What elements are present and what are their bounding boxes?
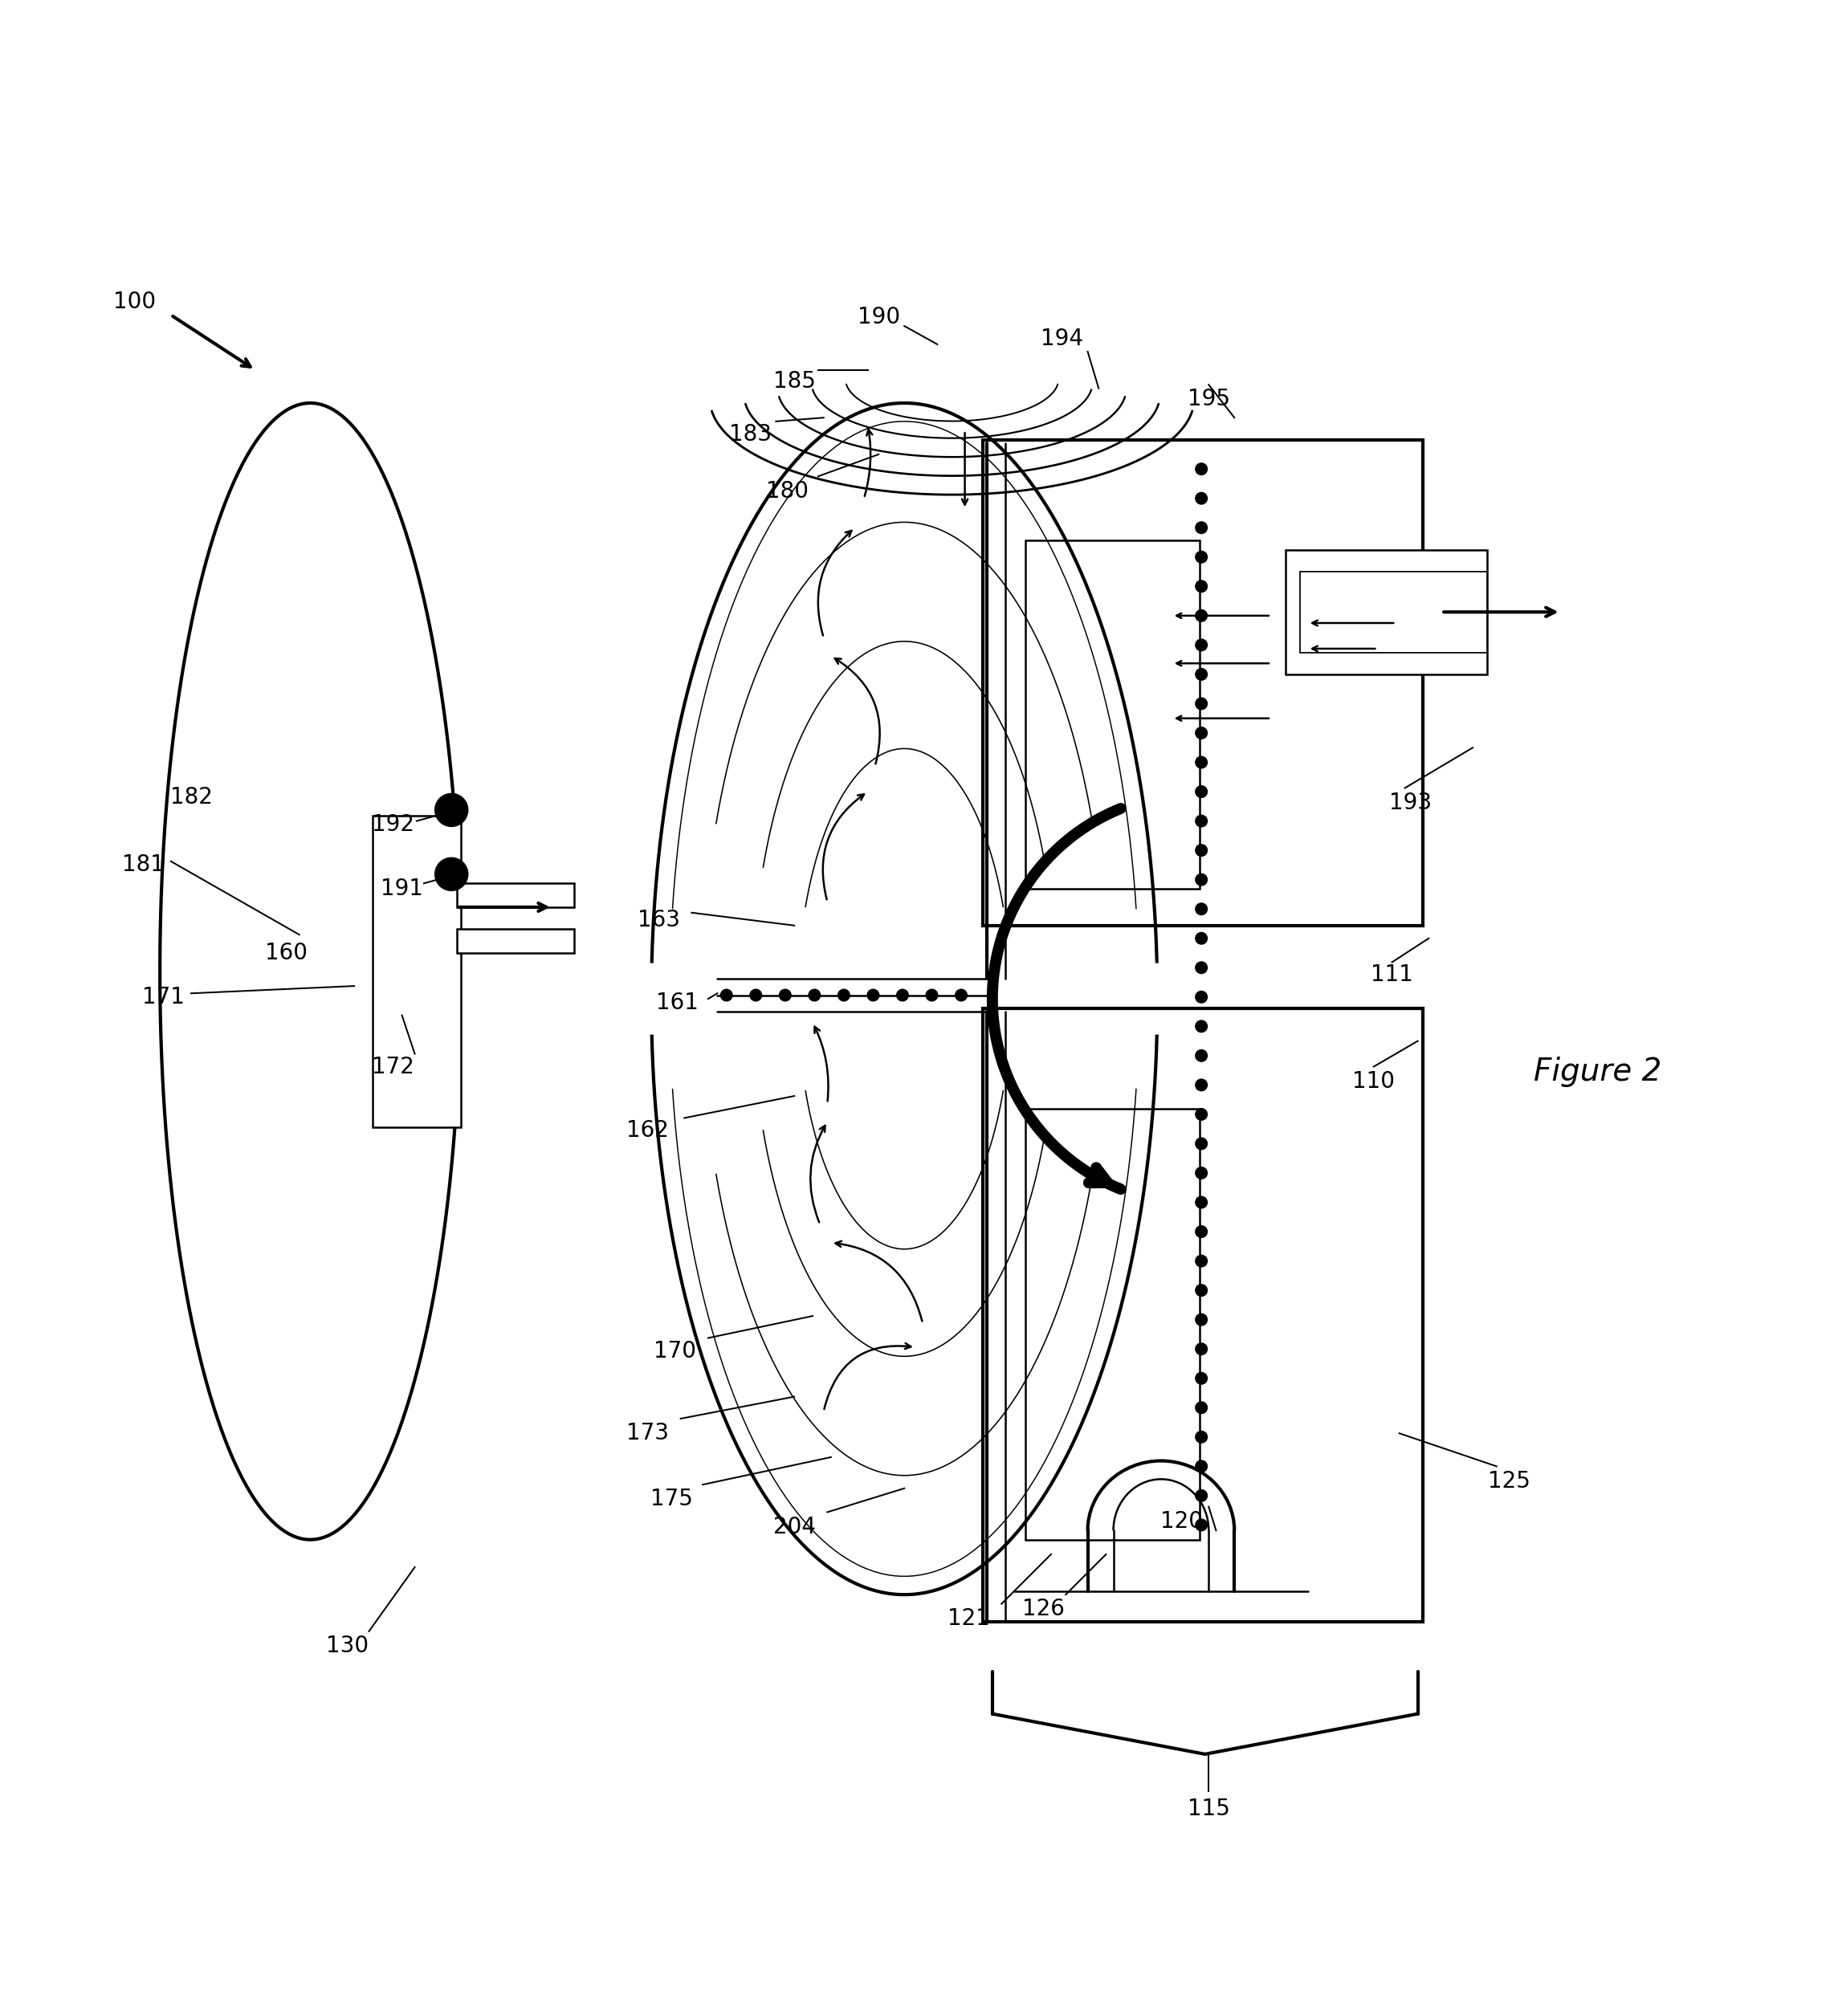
- Text: 204: 204: [774, 1516, 816, 1538]
- Circle shape: [1195, 962, 1208, 974]
- Circle shape: [1195, 903, 1208, 915]
- Text: 162: 162: [627, 1119, 669, 1143]
- Text: 110: 110: [1353, 1070, 1395, 1093]
- Circle shape: [1195, 669, 1208, 679]
- Circle shape: [720, 990, 732, 1002]
- Circle shape: [956, 990, 967, 1002]
- Circle shape: [1195, 1401, 1208, 1413]
- Text: 161: 161: [656, 992, 698, 1014]
- Text: 190: 190: [857, 306, 901, 329]
- Bar: [983, 1008, 1423, 1623]
- Circle shape: [1195, 698, 1208, 710]
- Text: 173: 173: [627, 1421, 669, 1445]
- Circle shape: [436, 857, 469, 891]
- Bar: [373, 816, 461, 1127]
- Circle shape: [1195, 581, 1208, 593]
- Text: 163: 163: [638, 909, 680, 931]
- Text: 175: 175: [651, 1488, 693, 1510]
- Circle shape: [1195, 1343, 1208, 1355]
- Circle shape: [868, 990, 879, 1002]
- Circle shape: [838, 990, 849, 1002]
- Circle shape: [1195, 1520, 1208, 1530]
- Circle shape: [1195, 639, 1208, 651]
- Text: 183: 183: [730, 423, 772, 446]
- Text: 192: 192: [371, 812, 414, 837]
- Circle shape: [1195, 814, 1208, 827]
- Bar: [983, 439, 1423, 925]
- Text: 193: 193: [1390, 792, 1432, 814]
- Text: 195: 195: [1187, 389, 1230, 411]
- Circle shape: [1195, 1226, 1208, 1238]
- Text: 125: 125: [1489, 1470, 1531, 1492]
- Circle shape: [1195, 1079, 1208, 1091]
- Text: 181: 181: [121, 853, 165, 877]
- Text: 171: 171: [142, 986, 186, 1008]
- Circle shape: [750, 990, 761, 1002]
- Bar: [458, 883, 573, 907]
- Circle shape: [1195, 464, 1208, 476]
- Text: 100: 100: [112, 290, 156, 312]
- Text: 191: 191: [380, 877, 423, 899]
- Circle shape: [779, 990, 790, 1002]
- Text: 115: 115: [1187, 1798, 1230, 1820]
- Circle shape: [1195, 1020, 1208, 1032]
- Circle shape: [1195, 1050, 1208, 1062]
- Bar: [1299, 573, 1487, 653]
- Text: 180: 180: [766, 480, 809, 502]
- Circle shape: [1195, 992, 1208, 1002]
- Bar: [458, 929, 573, 954]
- Circle shape: [436, 794, 469, 827]
- Circle shape: [1195, 1195, 1208, 1208]
- Circle shape: [1195, 1256, 1208, 1266]
- Circle shape: [1195, 845, 1208, 857]
- Circle shape: [1195, 522, 1208, 534]
- Circle shape: [1195, 1109, 1208, 1121]
- Circle shape: [1195, 1137, 1208, 1149]
- Circle shape: [1195, 873, 1208, 885]
- Circle shape: [1195, 1490, 1208, 1502]
- Text: 120: 120: [1160, 1510, 1202, 1532]
- Text: 185: 185: [774, 369, 816, 393]
- Text: 182: 182: [169, 786, 213, 808]
- Circle shape: [1195, 728, 1208, 740]
- Circle shape: [809, 990, 820, 1002]
- Circle shape: [1195, 933, 1208, 943]
- Circle shape: [1195, 1431, 1208, 1443]
- Circle shape: [1195, 550, 1208, 562]
- Circle shape: [1195, 1284, 1208, 1296]
- Text: 111: 111: [1371, 964, 1413, 986]
- Bar: [1026, 540, 1200, 889]
- Text: 160: 160: [265, 941, 307, 964]
- Text: 170: 170: [654, 1339, 697, 1363]
- Circle shape: [1195, 1373, 1208, 1385]
- Text: 194: 194: [1040, 329, 1083, 351]
- Bar: [1026, 1109, 1200, 1540]
- Circle shape: [1195, 786, 1208, 798]
- Text: Figure 2: Figure 2: [1533, 1056, 1662, 1087]
- Circle shape: [926, 990, 937, 1002]
- Text: 121: 121: [947, 1607, 989, 1629]
- Circle shape: [1195, 1460, 1208, 1472]
- Bar: [983, 1008, 1423, 1623]
- Text: 172: 172: [371, 1056, 414, 1079]
- Circle shape: [1195, 609, 1208, 621]
- Circle shape: [1195, 1314, 1208, 1327]
- Bar: [373, 816, 461, 1127]
- Text: 130: 130: [325, 1635, 368, 1657]
- Circle shape: [1195, 1167, 1208, 1179]
- Text: 126: 126: [1022, 1599, 1064, 1621]
- Bar: [983, 439, 1423, 925]
- Circle shape: [897, 990, 908, 1002]
- Circle shape: [1195, 492, 1208, 504]
- Circle shape: [1195, 756, 1208, 768]
- Bar: [1287, 550, 1487, 673]
